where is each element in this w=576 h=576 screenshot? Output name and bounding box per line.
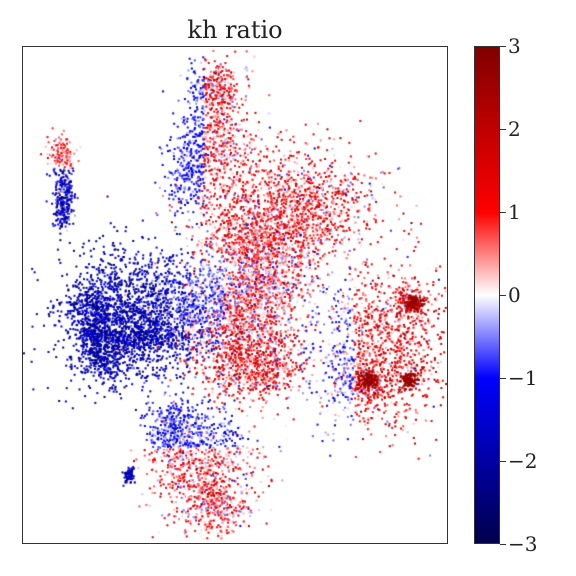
- colorbar-tick: [500, 460, 506, 462]
- colorbar-tick: [500, 543, 506, 545]
- colorbar-tick-label: 3: [508, 34, 521, 58]
- colorbar-tick: [500, 45, 506, 47]
- colorbar: [474, 46, 500, 544]
- scatter-plot-area: [22, 46, 448, 544]
- colorbar-tick-label: −1: [508, 366, 538, 390]
- colorbar-tick: [500, 294, 506, 296]
- chart-title: kh ratio: [187, 16, 283, 44]
- colorbar-tick-label: −2: [508, 449, 538, 473]
- scatter-points: [23, 47, 447, 543]
- colorbar-tick-label: 0: [508, 283, 521, 307]
- colorbar-tick-label: −3: [508, 532, 538, 556]
- colorbar-tick: [500, 211, 506, 213]
- colorbar-tick-label: 2: [508, 117, 521, 141]
- colorbar-tick: [500, 128, 506, 130]
- colorbar-tick: [500, 377, 506, 379]
- colorbar-tick-label: 1: [508, 200, 521, 224]
